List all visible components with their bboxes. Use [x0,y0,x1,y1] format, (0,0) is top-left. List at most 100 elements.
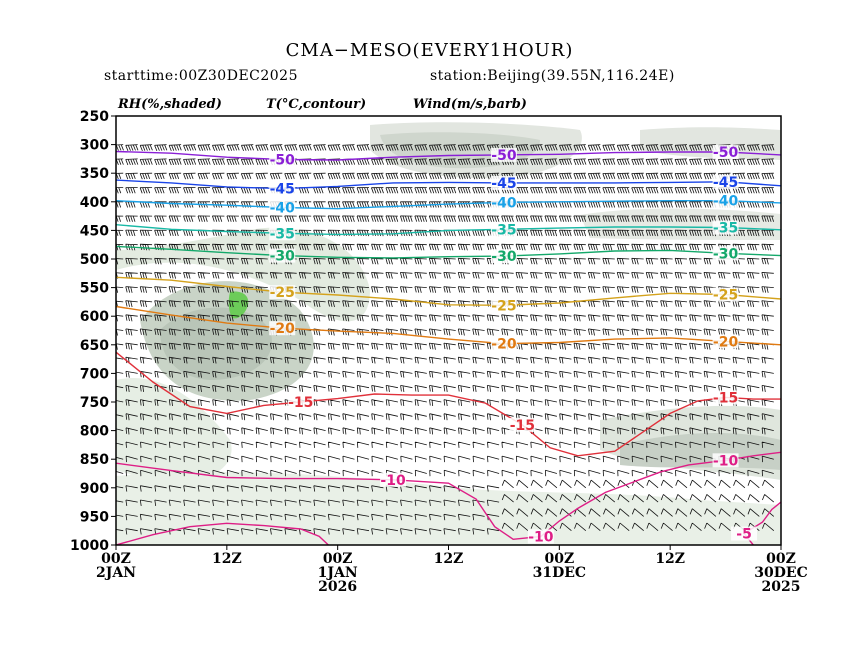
contour-label: -5 [736,527,752,543]
contour-label: -30 [713,246,739,262]
contour-label-bg [712,453,739,468]
contour-label-bg [490,298,517,313]
contour-label-bg [712,174,739,189]
contour-label-bg [712,246,739,261]
contour-label-bg [712,287,739,302]
x-tick-label: 00Z [323,551,353,567]
contour-label-bg [269,200,296,215]
x-tick-label: 00Z [544,551,574,567]
temp-contour-line [116,351,781,457]
x-tick-date: 1JAN [318,565,358,581]
contour-label-bg [490,175,517,190]
y-tick-label: 900 [80,481,109,497]
contour-label: -10 [713,453,739,469]
x-tick-label: 00Z [766,551,796,567]
temp-contour-line [116,522,329,545]
contour-label-bg [712,193,739,208]
contour-label: -15 [713,390,738,406]
x-tick-label: 12Z [434,551,464,567]
contour-label-bg [490,195,517,210]
y-axis: 250 300 350 400 450 500 550 600 650 700 750 800 850 9… [70,109,116,554]
contour-label: -10 [528,529,554,545]
contour-label-bg [712,220,739,235]
temp-contour-line [116,179,781,190]
contour-label: -50 [491,148,517,164]
rh-shade-region [116,378,232,483]
temperature-contours: -50 -50 -50 -45 -45 -45 -40 -40 -40 -35 -35 -35 -30 -… [116,145,781,545]
contour-label: -45 [270,182,295,198]
contour-label: -35 [491,222,516,238]
contour-label: -15 [288,395,313,411]
contour-label-bg [269,226,296,241]
contour-label: -10 [380,473,406,489]
contour-label-bg [712,334,739,349]
y-tick-label: 1000 [70,538,109,554]
x-tick-label: 00Z [101,551,131,567]
contour-label: -20 [270,321,296,337]
y-tick-label: 850 [80,452,109,468]
contour-label-bg [527,529,554,544]
chart-title: CMA−MESO(EVERY1HOUR) [285,40,574,61]
y-tick-label: 500 [80,252,109,268]
temp-contour-line [116,224,781,236]
rh-shading [116,122,781,545]
contour-label-bg [712,390,739,405]
contour-label-bg [509,417,536,432]
rh-shade-region [116,227,370,322]
station-info: station:Beijing(39.55N,116.24E) [430,68,675,84]
contour-label: -35 [713,221,738,237]
contour-label: -35 [270,226,295,242]
rh-shade-region [640,127,781,160]
rh-shade-region [228,291,249,319]
contour-label: -45 [713,175,738,191]
y-tick-label: 650 [80,338,109,354]
x-tick-label: 12Z [655,551,685,567]
contour-label-bg [490,147,517,162]
temp-contour-line [116,451,781,541]
contour-label-bg [269,181,296,196]
temp-contour-line [116,150,781,161]
x-tick-date: 30DEC [754,565,807,581]
wind-barbs [116,144,775,535]
contour-label: -20 [491,337,517,353]
contour-label-bg [269,248,296,263]
y-tick-label: 800 [80,424,109,440]
contour-label-bg [731,526,758,541]
start-time: starttime:00Z30DEC2025 [104,68,298,84]
rh-shade-region [620,433,781,470]
contour-label: -25 [270,285,295,301]
temp-contour-line [116,245,781,259]
y-tick-label: 400 [80,195,109,211]
contour-label-bg [380,472,407,487]
contour-label-bg [490,249,517,264]
contour-label: -50 [713,145,739,161]
contour-label-bg [287,395,314,409]
contour-label: -50 [270,152,296,168]
contour-label: -20 [713,334,739,350]
temp-contour-line [116,200,781,210]
legend-temperature: T(°C,contour) [266,97,367,112]
contour-label-bg [269,321,296,336]
contour-label: -40 [270,201,296,217]
y-tick-label: 350 [80,166,109,182]
contour-label: -25 [491,298,516,314]
contour-label: -40 [491,195,517,211]
y-tick-label: 450 [80,223,109,239]
x-tick-year: 2025 [762,579,801,595]
temp-contour-line [116,276,781,307]
contour-label-bg [712,145,739,160]
y-tick-label: 300 [80,138,109,154]
contour-label: -25 [713,287,738,303]
contour-label: -40 [713,194,739,210]
x-tick-year: 2026 [318,579,357,595]
contour-label: -15 [510,418,535,434]
y-tick-label: 250 [80,109,109,125]
legend-wind: Wind(m/s,barb) [413,97,527,112]
contour-label-bg [490,222,517,237]
x-tick-date: 2JAN [96,565,136,581]
contour-label: -30 [491,249,517,265]
x-tick-label: 12Z [212,551,242,567]
contour-label-bg [269,285,296,300]
